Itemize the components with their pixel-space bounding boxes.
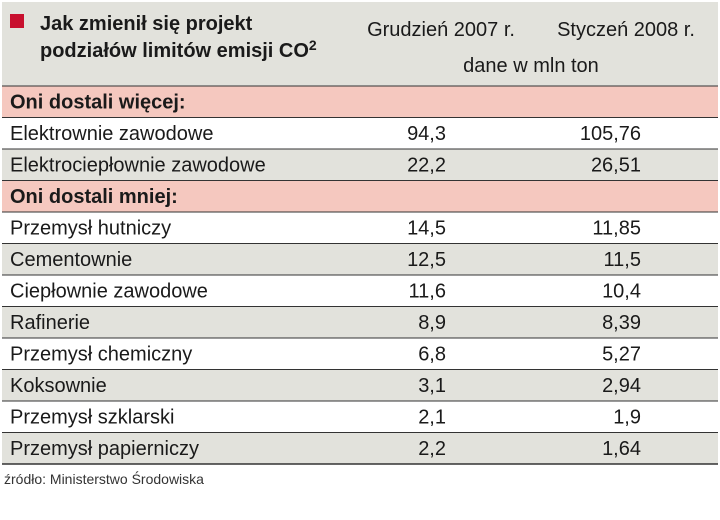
section-label: Oni dostali mniej: [10, 186, 178, 208]
header-background [2, 2, 718, 86]
row-label: Koksownie [10, 375, 107, 397]
table-row [2, 401, 718, 433]
source-note: źródło: Ministerstwo Środowiska [4, 470, 204, 487]
table-row [2, 369, 718, 401]
title-marker-icon [10, 14, 24, 28]
value-january-2008: 105,76 [580, 123, 641, 145]
value-december-2007: 94,3 [407, 123, 446, 145]
column-header-january-2008: Styczeń 2008 r. [557, 19, 695, 41]
value-january-2008: 1,9 [613, 407, 641, 429]
value-december-2007: 6,8 [418, 344, 446, 366]
unit-label: dane w mln ton [463, 55, 599, 77]
value-december-2007: 11,6 [409, 281, 446, 303]
value-january-2008: 26,51 [591, 155, 641, 177]
table-row [2, 243, 718, 275]
table-row [2, 432, 718, 464]
table-row [2, 306, 718, 338]
value-january-2008: 11,85 [592, 218, 641, 240]
table-row [2, 149, 718, 181]
row-label: Elektrociepłownie zawodowe [10, 155, 266, 177]
value-january-2008: 11,5 [604, 249, 641, 271]
value-january-2008: 8,39 [602, 312, 641, 334]
row-label: Przemysł szklarski [10, 407, 174, 429]
value-january-2008: 5,27 [602, 344, 641, 366]
value-december-2007: 12,5 [407, 249, 446, 271]
value-december-2007: 22,2 [407, 155, 446, 177]
section-label: Oni dostali więcej: [10, 92, 186, 114]
value-december-2007: 8,9 [418, 312, 446, 334]
row-label: Rafinerie [10, 312, 90, 334]
section-row-background [2, 180, 718, 212]
table-row [2, 212, 718, 244]
row-label: Przemysł hutniczy [10, 218, 171, 240]
value-january-2008: 2,94 [602, 375, 641, 397]
title-superscript: 2 [309, 37, 317, 53]
title-line-1: Jak zmienił się projekt [40, 13, 253, 35]
row-label: Przemysł chemiczny [10, 344, 192, 366]
table-row [2, 117, 718, 149]
value-december-2007: 2,2 [418, 438, 446, 460]
value-december-2007: 14,5 [407, 218, 446, 240]
value-december-2007: 2,1 [418, 407, 446, 429]
value-january-2008: 1,64 [602, 438, 641, 460]
table-row [2, 338, 718, 370]
value-january-2008: 10,4 [602, 281, 641, 303]
row-label: Przemysł papierniczy [10, 438, 199, 460]
section-row-background [2, 86, 718, 118]
value-december-2007: 3,1 [418, 375, 446, 397]
title-line-2: podziałów limitów emisji CO2 [40, 37, 317, 62]
table-row [2, 275, 718, 307]
row-label: Elektrownie zawodowe [10, 123, 213, 145]
row-label: Ciepłownie zawodowe [10, 281, 208, 303]
row-label: Cementownie [10, 249, 132, 271]
column-header-december-2007: Grudzień 2007 r. [367, 19, 515, 41]
